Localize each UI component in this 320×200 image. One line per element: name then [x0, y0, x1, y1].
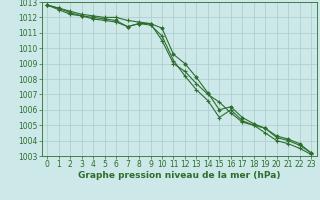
X-axis label: Graphe pression niveau de la mer (hPa): Graphe pression niveau de la mer (hPa) [78, 171, 280, 180]
